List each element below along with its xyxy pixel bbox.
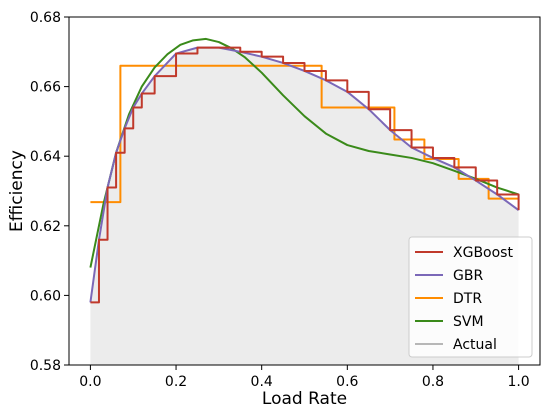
x-axis-label: Load Rate xyxy=(262,389,347,409)
y-tick-label: 0.62 xyxy=(30,219,61,235)
x-tick-label: 1.0 xyxy=(507,374,529,390)
series-line-xgboost xyxy=(90,46,520,304)
x-tick-label: 0.2 xyxy=(165,374,187,390)
y-tick-label: 0.66 xyxy=(30,80,61,96)
y-axis-ticks: 0.58 0.60 0.62 0.64 0.66 0.68 xyxy=(30,10,69,374)
y-tick-label: 0.58 xyxy=(30,358,61,374)
series-line-svm xyxy=(89,37,519,268)
x-tick-label: 0.0 xyxy=(79,374,101,390)
legend-label: XGBoost xyxy=(453,245,513,261)
series-line-dtr xyxy=(90,64,519,204)
x-tick-label: 0.6 xyxy=(336,374,358,390)
legend-label: Actual xyxy=(453,337,497,353)
x-tick-label: 0.4 xyxy=(251,374,273,390)
legend-label: GBR xyxy=(453,268,483,284)
y-tick-label: 0.64 xyxy=(30,149,61,165)
y-axis-label: Efficiency xyxy=(7,150,27,232)
legend-label: DTR xyxy=(453,291,482,307)
series-lines xyxy=(89,37,520,304)
legend: XGBoost GBR DTR SVM Actual xyxy=(408,236,533,358)
x-tick-label: 0.8 xyxy=(422,374,444,390)
legend-box xyxy=(408,236,533,358)
legend-label: SVM xyxy=(453,314,484,330)
y-tick-label: 0.68 xyxy=(30,10,61,26)
y-tick-label: 0.60 xyxy=(30,288,61,304)
x-axis-ticks: 0.0 0.2 0.4 0.6 0.8 1.0 xyxy=(79,365,530,390)
plot-frame xyxy=(68,16,541,366)
